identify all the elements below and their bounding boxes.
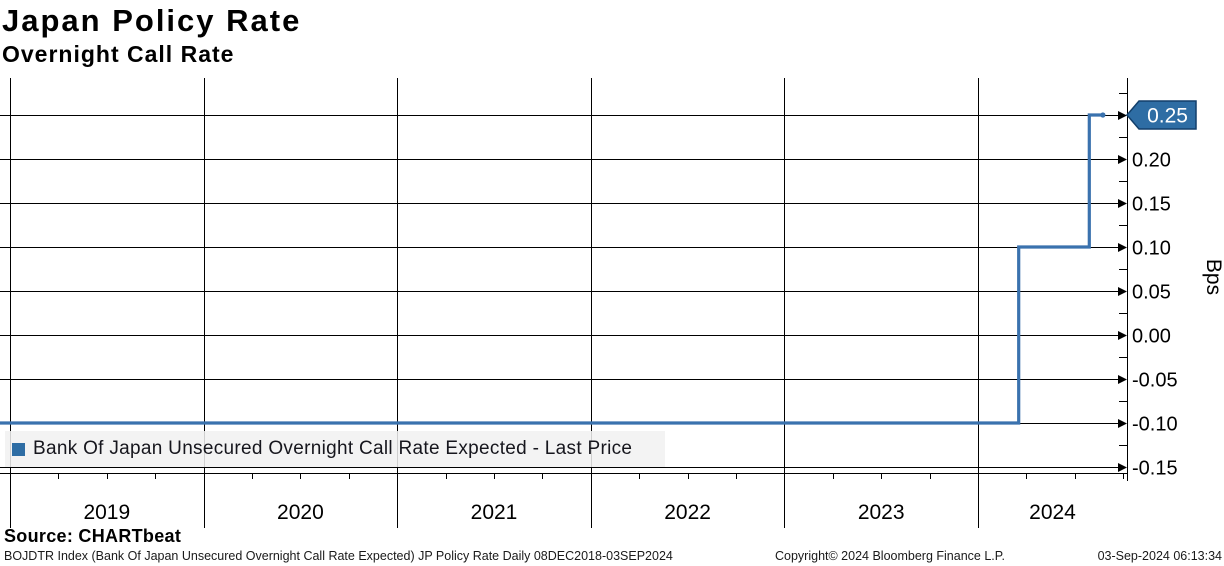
price-line	[0, 112, 1106, 425]
svg-text:2022: 2022	[664, 501, 711, 524]
source-label: Source: CHARTbeat	[4, 526, 182, 546]
svg-text:0.10: 0.10	[1132, 238, 1171, 260]
grid-lines	[0, 111, 1127, 472]
footer-copyright: Copyright© 2024 Bloomberg Finance L.P.	[775, 549, 1005, 563]
footer-ticker-info: BOJDTR Index (Bank Of Japan Unsecured Ov…	[4, 549, 673, 563]
svg-text:2019: 2019	[83, 501, 130, 524]
legend: Bank Of Japan Unsecured Overnight Call R…	[5, 431, 665, 467]
legend-swatch-icon	[12, 442, 25, 456]
svg-text:Bps: Bps	[1202, 259, 1224, 295]
legend-label: Bank Of Japan Unsecured Overnight Call R…	[33, 438, 633, 459]
axes	[0, 78, 1128, 481]
svg-text:2021: 2021	[471, 501, 518, 524]
last-price-tag: 0.25	[1126, 100, 1197, 130]
svg-text:2024: 2024	[1029, 501, 1076, 524]
svg-text:0.00: 0.00	[1132, 326, 1171, 348]
page-title: Japan Policy Rate	[2, 3, 302, 38]
svg-text:0.20: 0.20	[1132, 150, 1171, 172]
footer-timestamp: 03-Sep-2024 06:13:34	[1097, 549, 1222, 563]
chart-subtitle: Overnight Call Rate	[2, 41, 235, 67]
svg-text:-0.10: -0.10	[1132, 414, 1178, 436]
chart-header: Japan Policy Rate Overnight Call Rate	[2, 2, 301, 68]
svg-text:0.05: 0.05	[1132, 282, 1171, 304]
y-axis-title: Bps	[1202, 259, 1224, 295]
svg-text:0.25: 0.25	[1147, 105, 1188, 128]
year-boundary-lines	[10, 78, 1124, 528]
svg-text:-0.15: -0.15	[1132, 458, 1178, 480]
y-axis-labels: 0.20 0.15 0.10 0.05 0.00 -0.05 -0.10 -0.15	[1132, 150, 1178, 480]
svg-text:2023: 2023	[858, 501, 905, 524]
x-axis-labels: 2019 2020 2021 2022 2023 2024	[83, 501, 1076, 524]
svg-text:-0.05: -0.05	[1132, 370, 1178, 392]
y-minor-ticks	[1119, 93, 1127, 446]
svg-text:0.15: 0.15	[1132, 194, 1171, 216]
svg-text:2020: 2020	[277, 501, 324, 524]
